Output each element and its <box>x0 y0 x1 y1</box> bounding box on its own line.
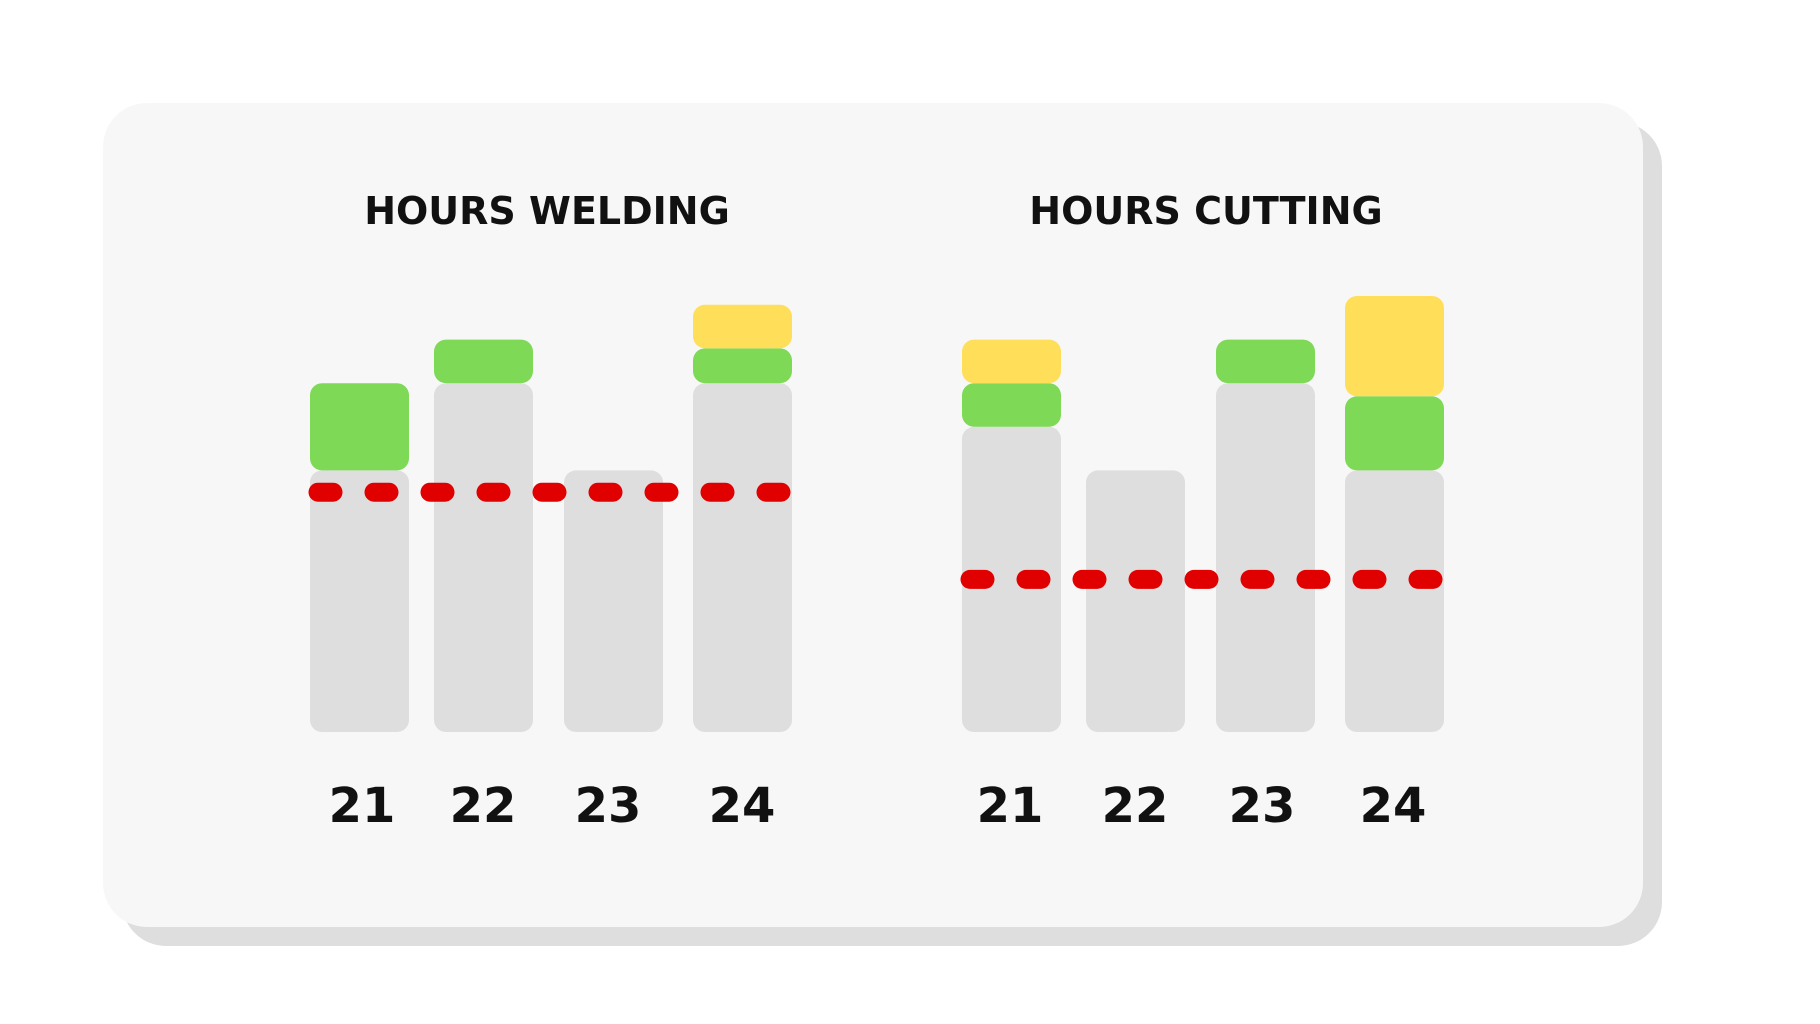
x-tick-label: 23 <box>1229 778 1296 834</box>
bar-segment-green <box>1216 339 1315 384</box>
bar-segment-base <box>434 383 533 732</box>
bar-segment-green <box>693 348 792 384</box>
bar-segment-yellow <box>1345 296 1444 397</box>
cutting-x-tick-labels: 21 22 23 24 <box>977 778 1427 834</box>
cutting-bars <box>962 296 1444 732</box>
x-tick-label: 23 <box>575 778 642 834</box>
bar-segment-base <box>962 426 1061 732</box>
bar-segment-base <box>564 470 663 732</box>
bar-segment-yellow <box>693 304 792 349</box>
bar-segment-base <box>1216 383 1315 732</box>
bar-segment-base <box>693 383 792 732</box>
x-tick-label: 24 <box>1360 778 1427 834</box>
bar-segment-green <box>1345 396 1444 471</box>
bar-segment-green <box>310 383 409 471</box>
bar-segment-base <box>1086 470 1185 732</box>
x-tick-label: 24 <box>709 778 776 834</box>
bar-segment-yellow <box>962 339 1061 384</box>
x-tick-label: 21 <box>329 778 396 834</box>
x-tick-label: 22 <box>450 778 517 834</box>
cutting-chart-title: HOURS CUTTING <box>1029 189 1382 233</box>
x-tick-label: 22 <box>1102 778 1169 834</box>
bar-segment-base <box>1345 470 1444 732</box>
welding-chart-title: HOURS WELDING <box>364 189 730 233</box>
bar-segment-green <box>434 339 533 384</box>
welding-bars <box>310 304 792 732</box>
bar-segment-base <box>310 470 409 732</box>
welding-x-tick-labels: 21 22 23 24 <box>329 778 776 834</box>
x-tick-label: 21 <box>977 778 1044 834</box>
bar-segment-green <box>962 383 1061 427</box>
